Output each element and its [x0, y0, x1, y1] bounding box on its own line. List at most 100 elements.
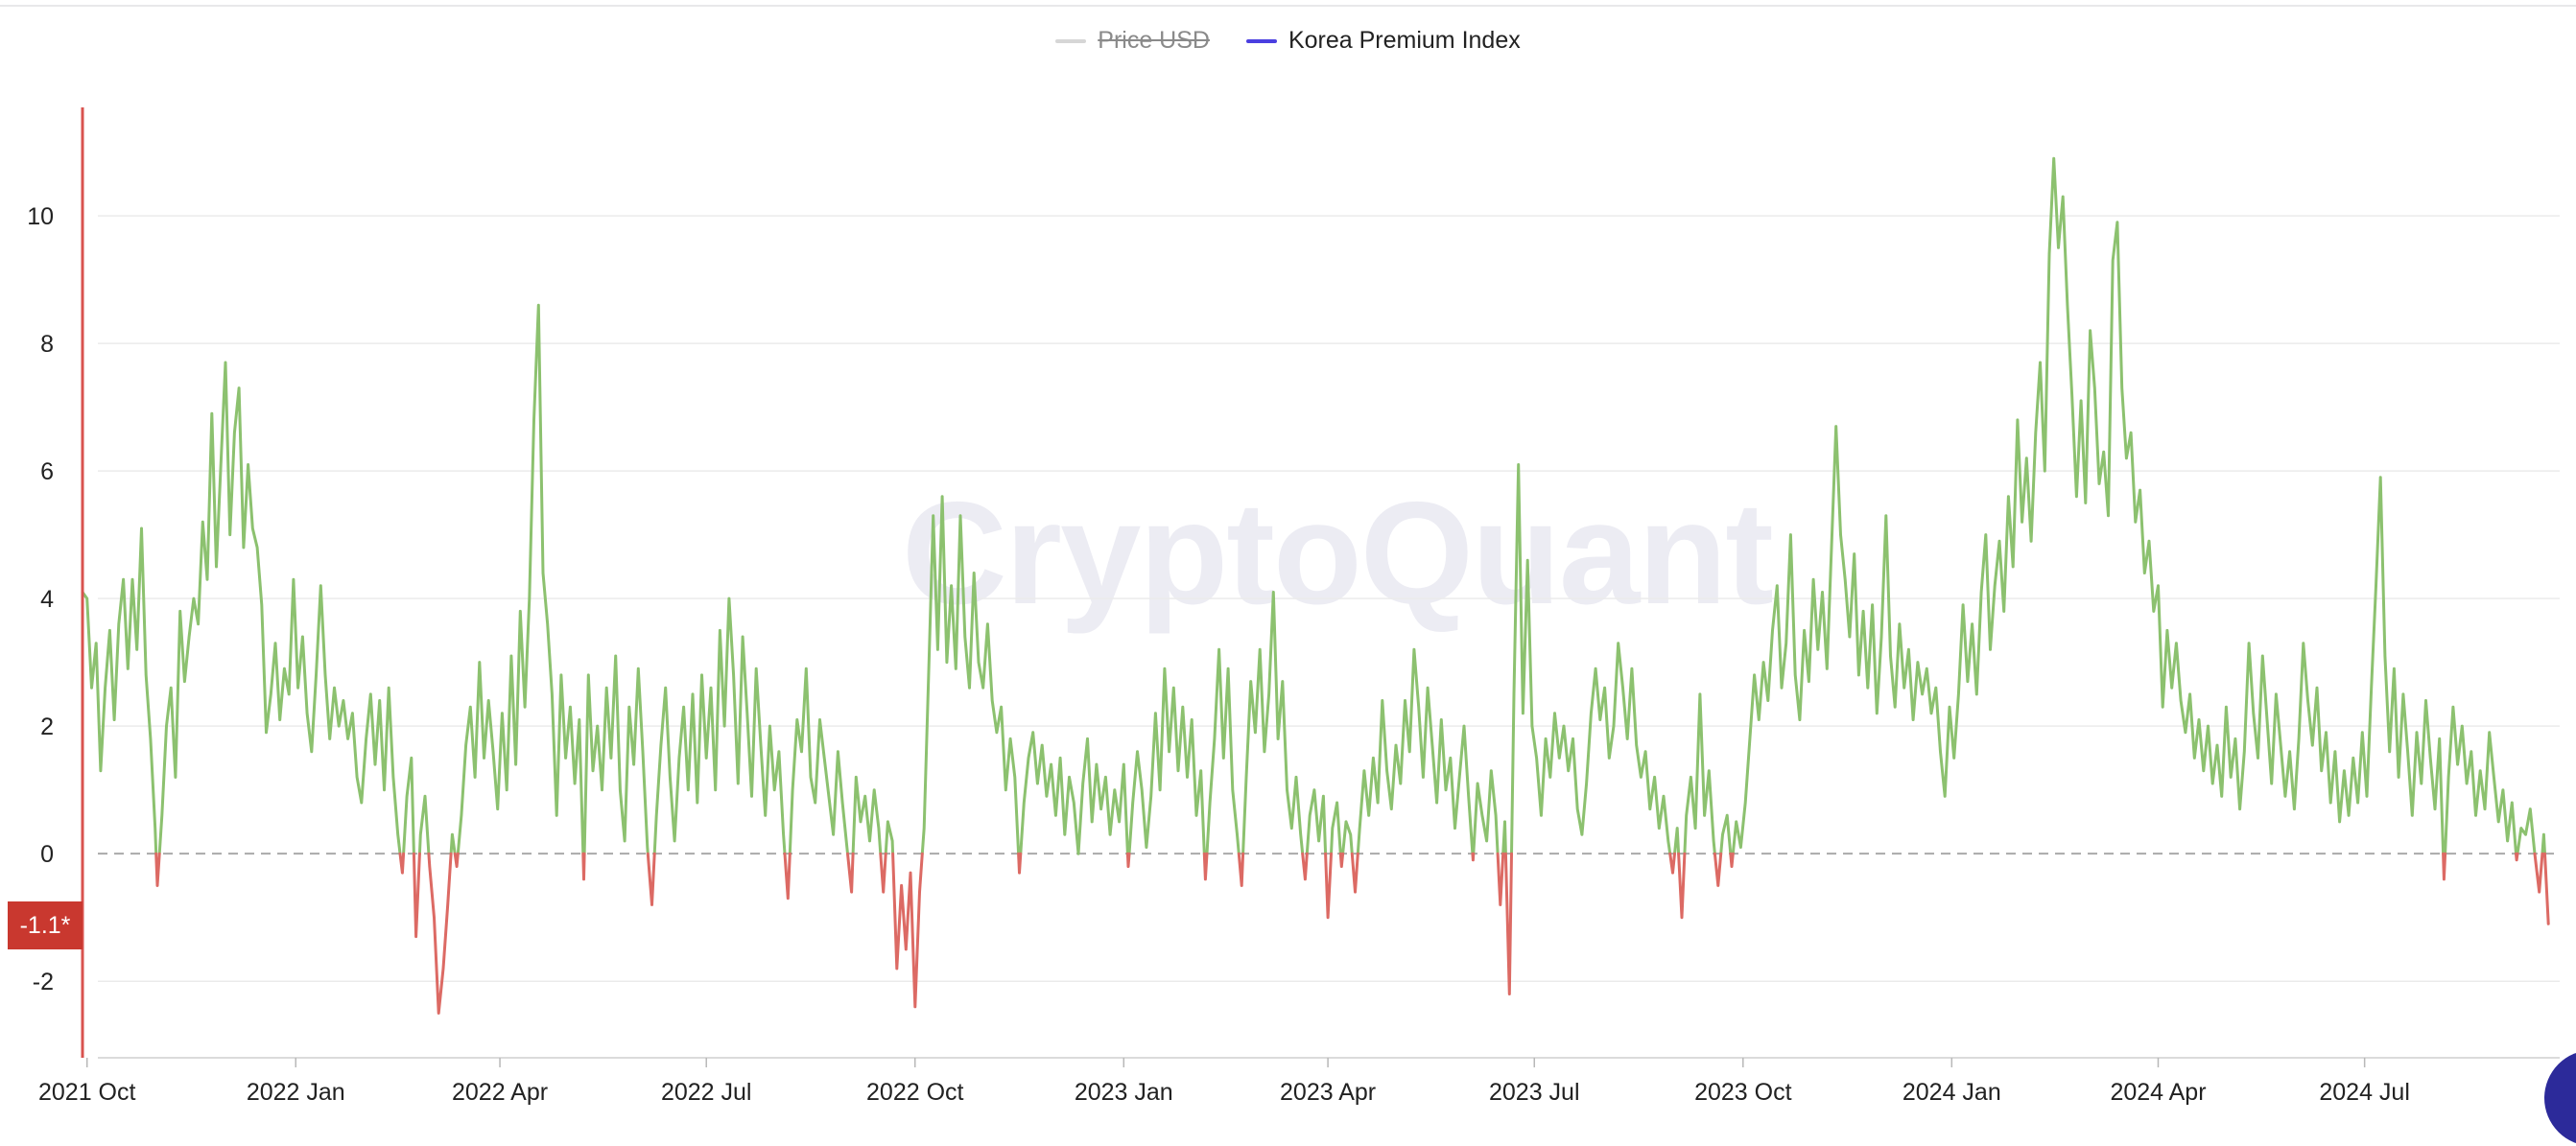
data-point: [432, 915, 437, 921]
data-point: [2396, 774, 2401, 780]
data-point: [318, 583, 323, 589]
data-point: [1162, 666, 1168, 671]
data-point: [989, 698, 995, 704]
data-point: [354, 774, 360, 780]
data-point: [1411, 646, 1417, 652]
data-point: [1534, 755, 1540, 760]
data-point: [1017, 870, 1023, 876]
data-point: [2251, 711, 2257, 716]
data-point: [971, 571, 977, 576]
data-point: [1888, 653, 1894, 659]
data-point: [467, 704, 473, 710]
data-point: [1185, 774, 1191, 780]
data-point: [1493, 812, 1499, 818]
data-point: [463, 742, 469, 748]
data-point: [1157, 787, 1163, 793]
data-point: [2459, 723, 2465, 729]
data-point: [1180, 704, 1186, 710]
data-point: [1235, 831, 1241, 837]
data-point: [345, 736, 351, 741]
data-point: [1099, 807, 1104, 812]
data-point: [1003, 787, 1008, 793]
data-point: [767, 723, 772, 729]
data-point: [1538, 812, 1544, 818]
data-point: [572, 781, 578, 786]
data-point: [853, 774, 859, 780]
legend-item-korea-premium-index[interactable]: Korea Premium Index: [1245, 27, 1521, 55]
data-point: [1139, 787, 1145, 793]
data-point: [477, 660, 483, 666]
data-point: [2469, 749, 2474, 755]
data-point: [676, 755, 682, 760]
data-point: [130, 576, 135, 582]
data-point: [1566, 768, 1572, 774]
x-tick-label: 2024 Jul: [2319, 1079, 2410, 1106]
data-point: [1307, 812, 1312, 818]
data-point: [1130, 800, 1136, 806]
data-point: [223, 360, 228, 365]
data-point: [1688, 774, 1693, 780]
legend-swatch-korea-premium-index: [1245, 38, 1277, 43]
data-point: [1774, 583, 1780, 589]
data-point: [2500, 787, 2506, 793]
data-point: [1784, 641, 1789, 646]
data-point: [1488, 768, 1494, 774]
data-point: [1761, 660, 1766, 666]
data-point: [1824, 666, 1830, 671]
data-point: [272, 641, 278, 646]
chart-plot-area[interactable]: -2 0 2 4 6 8 10 2021 Oct 2022 Jan 2022 Apr 2022 J…: [0, 0, 2576, 1118]
data-point: [545, 621, 551, 627]
data-point: [1044, 793, 1050, 799]
legend-swatch-price-usd: [1055, 38, 1087, 43]
data-point: [1026, 755, 1031, 760]
data-point: [763, 812, 768, 818]
data-point: [1052, 812, 1058, 818]
data-point: [844, 845, 850, 851]
data-point: [871, 787, 877, 793]
data-point: [2423, 698, 2429, 704]
top-divider: [0, 5, 2576, 7]
data-point: [1420, 774, 1426, 780]
data-point: [291, 576, 296, 582]
legend-item-price-usd[interactable]: Price USD: [1055, 27, 1210, 55]
data-point: [1075, 851, 1081, 856]
chart-legend: Price USD Korea Premium Index: [0, 27, 2576, 55]
data-point: [2319, 768, 2325, 774]
data-point: [1638, 774, 1643, 780]
data-point: [726, 596, 732, 601]
data-point: [2241, 749, 2247, 755]
data-point: [2178, 698, 2184, 704]
data-point: [427, 864, 433, 870]
data-point: [2405, 749, 2411, 755]
data-point: [181, 679, 187, 685]
data-point: [876, 826, 882, 831]
data-point: [2527, 807, 2533, 812]
data-point: [1406, 749, 1412, 755]
data-point: [2328, 800, 2333, 806]
data-point: [2119, 386, 2125, 391]
data-point: [116, 621, 122, 627]
data-point: [259, 602, 265, 608]
data-point: [1094, 761, 1099, 767]
data-point: [359, 800, 365, 806]
data-point: [186, 634, 192, 640]
data-point: [1838, 532, 1844, 538]
data-point: [1416, 704, 1422, 710]
data-point: [173, 774, 178, 780]
data-point: [1049, 761, 1054, 767]
data-point: [1829, 545, 1834, 550]
data-point: [1561, 723, 1567, 729]
data-point: [1702, 812, 1708, 818]
data-point: [1620, 685, 1626, 690]
data-point: [1902, 685, 1907, 690]
data-point: [168, 685, 174, 690]
data-point: [386, 685, 391, 690]
data-point: [1252, 730, 1258, 736]
data-point: [382, 787, 388, 793]
data-point: [2505, 838, 2511, 844]
data-point: [981, 685, 986, 690]
data-point: [771, 787, 777, 793]
data-point: [2156, 583, 2162, 589]
data-point: [1361, 768, 1367, 774]
data-point: [2314, 685, 2320, 690]
